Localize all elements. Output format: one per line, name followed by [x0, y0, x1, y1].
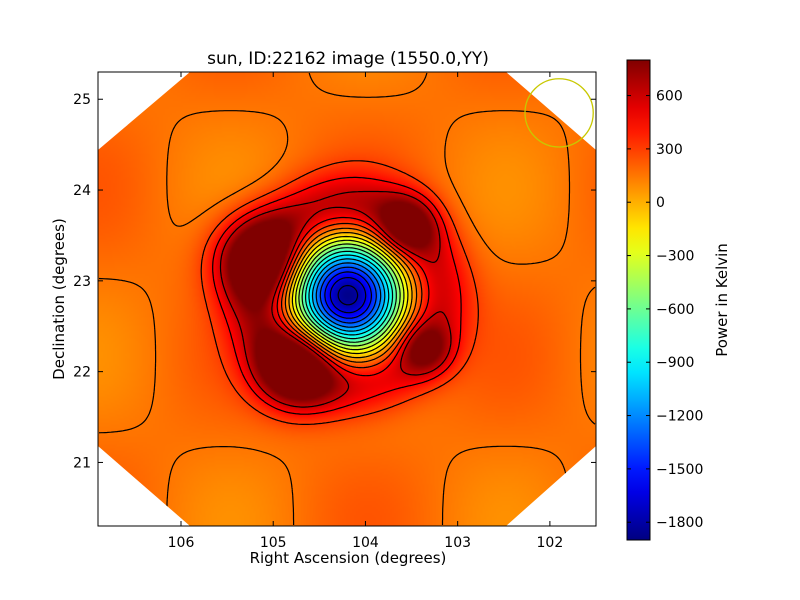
contour-line — [319, 266, 377, 324]
contour-line — [288, 232, 413, 359]
contour-line — [305, 250, 394, 340]
contour-lines — [98, 72, 596, 525]
contour-line — [324, 271, 372, 319]
axes-frame — [97, 71, 597, 527]
x-tick-label: 104 — [352, 535, 379, 551]
heatmap-image — [98, 72, 596, 526]
colorbar-ticks: 600 300 0 −300 −600 −900 −1200 −1500 −1800 — [627, 89, 703, 531]
contour-line — [291, 235, 409, 355]
colorbar-tick-label: −600 — [656, 302, 694, 318]
colorbar-ramp — [626, 59, 651, 541]
y-tick-label: 24 — [73, 183, 91, 199]
y-axis-title: Declination (degrees) — [50, 218, 68, 380]
contour-line — [311, 258, 386, 332]
colorbar-tick-label: 0 — [656, 195, 665, 211]
contour-line — [329, 277, 367, 314]
colorbar-tick-label: 300 — [656, 142, 683, 158]
contour-line — [301, 247, 397, 343]
y-tick-label: 22 — [73, 365, 91, 381]
contour-line — [315, 262, 382, 328]
x-axis-title: Right Ascension (degrees) — [250, 549, 447, 567]
contour-line — [212, 176, 462, 415]
colorbar-tick-label: −300 — [656, 249, 694, 265]
colorbar-tick-label: −1500 — [656, 462, 703, 478]
x-axis-ticks: 106 105 104 103 102 — [168, 72, 564, 551]
contour-line — [337, 284, 359, 306]
contour-line — [219, 190, 452, 408]
colorbar-tick-label: −1200 — [656, 409, 703, 425]
x-tick-label: 105 — [260, 535, 287, 551]
x-tick-label: 103 — [444, 535, 471, 551]
contour-line — [308, 254, 390, 336]
colorbar-tick-label: −1800 — [656, 515, 703, 531]
colorbar-label: Power in Kelvin — [713, 243, 731, 357]
colorbar: 600 300 0 −300 −600 −900 −1200 −1500 −1800 Power… — [626, 59, 731, 541]
plot-area: 106 105 104 103 102 21 22 23 24 25 — [73, 71, 597, 551]
y-tick-label: 23 — [73, 274, 91, 290]
contour-line — [200, 160, 479, 425]
contour-line — [298, 243, 401, 347]
y-tick-label: 25 — [73, 92, 91, 108]
contour-line — [295, 239, 405, 351]
y-axis-ticks: 21 22 23 24 25 — [73, 92, 596, 471]
colorbar-tick-label: 600 — [656, 89, 683, 105]
plot-title: sun, ID:22162 image (1550.0,YY) — [207, 49, 489, 69]
x-tick-label: 102 — [537, 535, 564, 551]
x-tick-label: 106 — [168, 535, 195, 551]
beam-marker — [524, 78, 594, 148]
y-tick-label: 21 — [73, 455, 91, 471]
colorbar-tick-label: −900 — [656, 355, 694, 371]
